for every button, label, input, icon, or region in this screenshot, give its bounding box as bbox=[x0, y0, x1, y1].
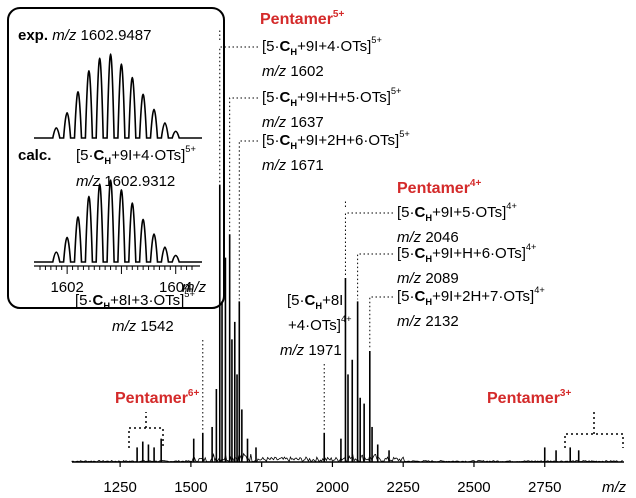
x-tick-label: 1750 bbox=[245, 479, 278, 496]
mz-value: m/z 1671 bbox=[262, 157, 324, 174]
x-tick-label: 2000 bbox=[316, 479, 349, 496]
mz-value: m/z 2046 bbox=[397, 229, 459, 246]
x-tick-label: 2500 bbox=[457, 479, 490, 496]
leader-line bbox=[219, 46, 258, 183]
mz-value: m/z 1637 bbox=[262, 114, 324, 131]
inset-tick-label: 1602 bbox=[50, 279, 83, 296]
spectrum-peaks bbox=[136, 184, 580, 462]
peak-formula: [5·CH+8I bbox=[287, 292, 343, 311]
peak-formula: [5·CH+9I+4·OTs]5+ bbox=[262, 35, 382, 57]
pentamer-label: Pentamer4+ bbox=[397, 178, 481, 197]
peak-formula: [5·CH+9I+2H+6·OTs]5+ bbox=[262, 129, 410, 151]
x-axis-label: m/z bbox=[602, 479, 627, 496]
x-tick-label: 2750 bbox=[528, 479, 561, 496]
mz-value: m/z 2132 bbox=[397, 313, 459, 330]
peak-formula: [5·CH+9I+2H+7·OTs]4+ bbox=[397, 285, 545, 307]
mz-value: m/z 1542 bbox=[112, 318, 174, 335]
inset-box bbox=[7, 7, 225, 309]
peak-formula: [5·CH+9I+5·OTs]4+ bbox=[397, 201, 517, 223]
group-bracket bbox=[128, 412, 164, 448]
peak-formula: [5·CH+9I+H+5·OTs]5+ bbox=[262, 86, 401, 108]
mz-value: m/z 1602 bbox=[262, 63, 324, 80]
leader-line bbox=[238, 140, 258, 300]
leader-line bbox=[344, 212, 393, 277]
inset-calc-mz: m/z 1602.9312 bbox=[76, 173, 175, 190]
mz-value: m/z 2089 bbox=[397, 270, 459, 287]
pentamer-label: Pentamer3+ bbox=[487, 388, 571, 407]
leader-line bbox=[369, 296, 393, 350]
inset-calc-formula: [5·CH+9I+4·OTs]5+ bbox=[76, 144, 196, 166]
inset-exp-envelope bbox=[34, 53, 202, 139]
x-tick-label: 1250 bbox=[103, 479, 136, 496]
group-bracket bbox=[564, 412, 624, 448]
x-axis-ticks: 1250 1500 1750 2000 2250 2500 2750 bbox=[103, 462, 561, 496]
inset-exp-label: exp. m/z 1602.9487 bbox=[18, 27, 151, 44]
inset-x-label: m/z bbox=[182, 279, 207, 296]
leader-line bbox=[229, 97, 258, 233]
leader-line bbox=[357, 253, 393, 300]
peak-formula: [5·CH+8I+3·OTs]5+ bbox=[75, 289, 195, 311]
isotope-envelope-trace bbox=[34, 53, 202, 139]
x-tick-label: 2250 bbox=[387, 479, 420, 496]
pentamer-label: Pentamer5+ bbox=[260, 9, 344, 28]
inset-calc-label: calc. bbox=[18, 147, 51, 164]
peak-annotations: [5·CH+9I+4·OTs]5+ m/z 1602 [5·CH+9I+H+5·OT… bbox=[75, 35, 545, 431]
x-tick-label: 1500 bbox=[174, 479, 207, 496]
peak-formula-line2: +4·OTs]4+ bbox=[288, 314, 352, 334]
pentamer-label: Pentamer6+ bbox=[115, 388, 199, 407]
mz-value: m/z 1971 bbox=[280, 342, 342, 359]
isotope-envelope-trace bbox=[34, 179, 202, 263]
pentamer-group-labels: Pentamer5+ Pentamer4+ Pentamer6+ Pentamer3+ bbox=[115, 9, 624, 448]
inset-calc-envelope bbox=[34, 179, 202, 263]
inset-spectra: exp. m/z 1602.9487 calc. [5·CH+9I+4·OTs]5… bbox=[18, 27, 207, 296]
peak-formula: [5·CH+9I+H+6·OTs]4+ bbox=[397, 242, 536, 264]
inset-tick-label: 1604 bbox=[159, 279, 192, 296]
